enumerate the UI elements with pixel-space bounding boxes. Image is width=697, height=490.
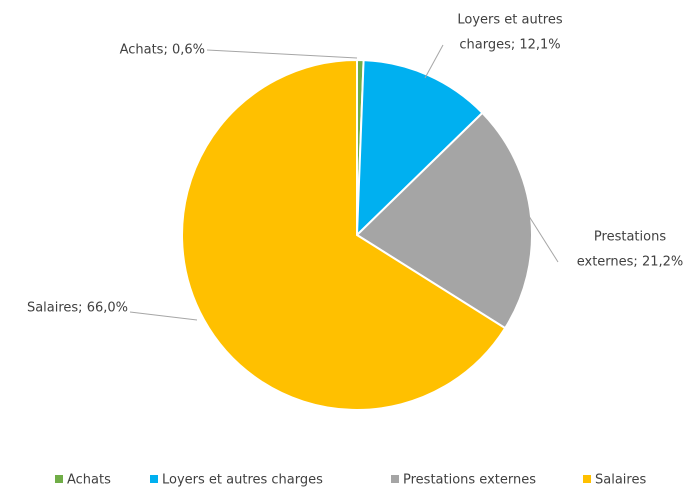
legend-label: Salaires (595, 473, 646, 488)
leader-line (424, 44, 444, 79)
data-label: Loyers et autres (457, 13, 562, 28)
legend-label: Prestations externes (403, 473, 536, 488)
legend-marker (583, 475, 591, 483)
data-label: Prestations (594, 230, 666, 245)
data-label: Salaires; 66,0% (27, 301, 128, 316)
data-label: Achats; 0,6% (120, 43, 205, 58)
legend-marker (391, 475, 399, 483)
legend-label: Achats (67, 473, 111, 488)
leader-line (526, 212, 559, 263)
data-label: charges; 12,1% (459, 38, 560, 53)
leader-line (206, 49, 358, 59)
legend-label: Loyers et autres charges (162, 473, 323, 488)
pie-slice (355, 59, 484, 238)
legend-marker (150, 475, 158, 483)
leader-line (129, 311, 198, 321)
data-label: externes; 21,2% (577, 255, 684, 270)
pie-slice (355, 111, 533, 330)
legend-marker (55, 475, 63, 483)
pie-slice (181, 58, 507, 411)
